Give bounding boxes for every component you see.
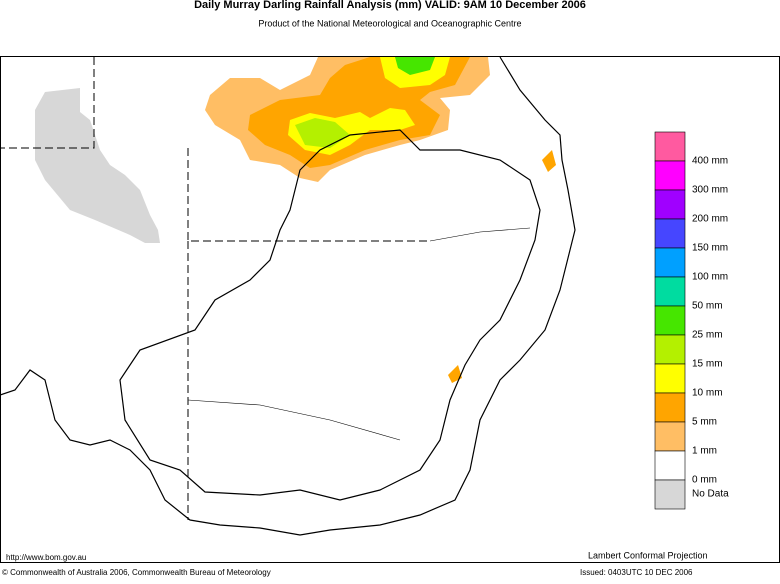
copyright: © Commonwealth of Australia 2006, Common… <box>2 568 271 577</box>
state-border <box>0 57 430 520</box>
legend-label: 50 mm <box>692 301 723 312</box>
legend: 400 mm 300 mm 200 mm 150 mm 100 mm 50 mm 25 mm… <box>654 131 729 510</box>
legend-label: 150 mm <box>692 243 728 254</box>
url: http://www.bom.gov.au <box>6 553 86 562</box>
legend-label: 1 mm <box>692 446 717 457</box>
legend-label: 25 mm <box>692 330 723 341</box>
legend-swatch <box>654 276 686 307</box>
legend-swatch <box>654 160 686 191</box>
legend-label: 200 mm <box>692 214 728 225</box>
legend-label: 15 mm <box>692 359 723 370</box>
legend-label: 5 mm <box>692 417 717 428</box>
legend-swatch <box>654 131 686 162</box>
legend-label: No Data <box>692 489 729 500</box>
legend-label: 10 mm <box>692 388 723 399</box>
issued: Issued: 0403UTC 10 DEC 2006 <box>580 568 693 577</box>
legend-label: 0 mm <box>692 475 717 486</box>
legend-swatch <box>654 421 686 452</box>
legend-swatch <box>654 247 686 278</box>
legend-swatch <box>654 218 686 249</box>
legend-label: 300 mm <box>692 185 728 196</box>
legend-swatch <box>654 479 686 510</box>
rain-coast <box>542 150 556 172</box>
legend-swatch <box>654 189 686 220</box>
coastline <box>0 56 576 536</box>
legend-swatch <box>654 305 686 336</box>
rain-spot <box>448 365 462 383</box>
projection: Lambert Conformal Projection <box>588 550 708 560</box>
rain-15mm <box>295 118 350 148</box>
legend-swatch <box>654 392 686 423</box>
legend-label: 400 mm <box>692 156 728 167</box>
legend-label: 100 mm <box>692 272 728 283</box>
no-data-area <box>35 88 160 243</box>
subtitle: Product of the National Meteorological a… <box>258 18 521 28</box>
internal-border <box>187 227 531 441</box>
legend-swatch <box>654 334 686 365</box>
legend-swatch <box>654 450 686 481</box>
rain-25mm <box>395 57 435 75</box>
legend-swatch <box>654 363 686 394</box>
title: Daily Murray Darling Rainfall Analysis (… <box>194 0 586 11</box>
basin-boundary <box>119 129 541 501</box>
